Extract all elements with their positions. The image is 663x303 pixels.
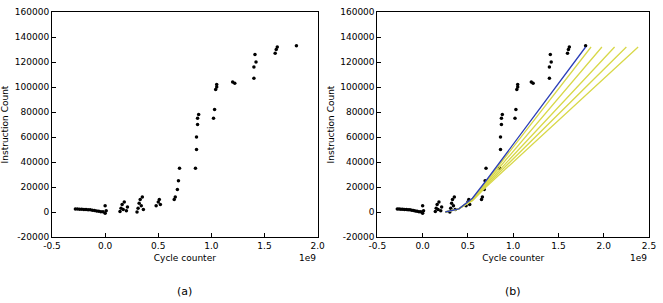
svg-text:100000: 100000	[340, 82, 375, 92]
svg-text:1e9: 1e9	[630, 253, 647, 263]
svg-text:-20000: -20000	[343, 232, 375, 242]
svg-text:Instruction Count: Instruction Count	[0, 85, 10, 163]
svg-text:20000: 20000	[21, 182, 50, 192]
svg-text:120000: 120000	[15, 57, 50, 67]
svg-text:160000: 160000	[340, 7, 375, 17]
svg-text:60000: 60000	[346, 132, 375, 142]
svg-text:0: 0	[369, 207, 375, 217]
svg-text:0: 0	[43, 207, 49, 217]
svg-text:20000: 20000	[346, 182, 375, 192]
svg-text:0.0: 0.0	[98, 241, 113, 251]
svg-text:160000: 160000	[15, 7, 50, 17]
svg-text:2.5: 2.5	[642, 241, 656, 251]
svg-text:Instruction Count: Instruction Count	[326, 85, 336, 163]
svg-text:0.5: 0.5	[151, 241, 165, 251]
svg-text:1.5: 1.5	[257, 241, 271, 251]
svg-text:(a): (a)	[177, 285, 192, 298]
svg-text:2.0: 2.0	[597, 241, 612, 251]
svg-text:80000: 80000	[21, 107, 50, 117]
svg-text:80000: 80000	[346, 107, 375, 117]
svg-text:-20000: -20000	[17, 232, 49, 242]
svg-text:1.0: 1.0	[204, 241, 219, 251]
svg-text:0.0: 0.0	[415, 241, 430, 251]
svg-text:140000: 140000	[340, 32, 375, 42]
svg-text:140000: 140000	[15, 32, 50, 42]
svg-text:120000: 120000	[340, 57, 375, 67]
svg-text:100000: 100000	[15, 82, 50, 92]
svg-text:40000: 40000	[346, 157, 375, 167]
svg-text:-0.5: -0.5	[369, 241, 387, 251]
svg-text:(b): (b)	[505, 285, 521, 298]
svg-text:1.0: 1.0	[506, 241, 521, 251]
svg-text:0.5: 0.5	[461, 241, 475, 251]
svg-text:Cycle counter: Cycle counter	[482, 253, 544, 263]
svg-text:40000: 40000	[21, 157, 50, 167]
svg-text:1e9: 1e9	[299, 253, 316, 263]
svg-text:2.0: 2.0	[311, 241, 326, 251]
svg-text:60000: 60000	[21, 132, 50, 142]
svg-text:-0.5: -0.5	[43, 241, 61, 251]
svg-text:Cycle counter: Cycle counter	[154, 253, 216, 263]
svg-text:1.5: 1.5	[551, 241, 565, 251]
